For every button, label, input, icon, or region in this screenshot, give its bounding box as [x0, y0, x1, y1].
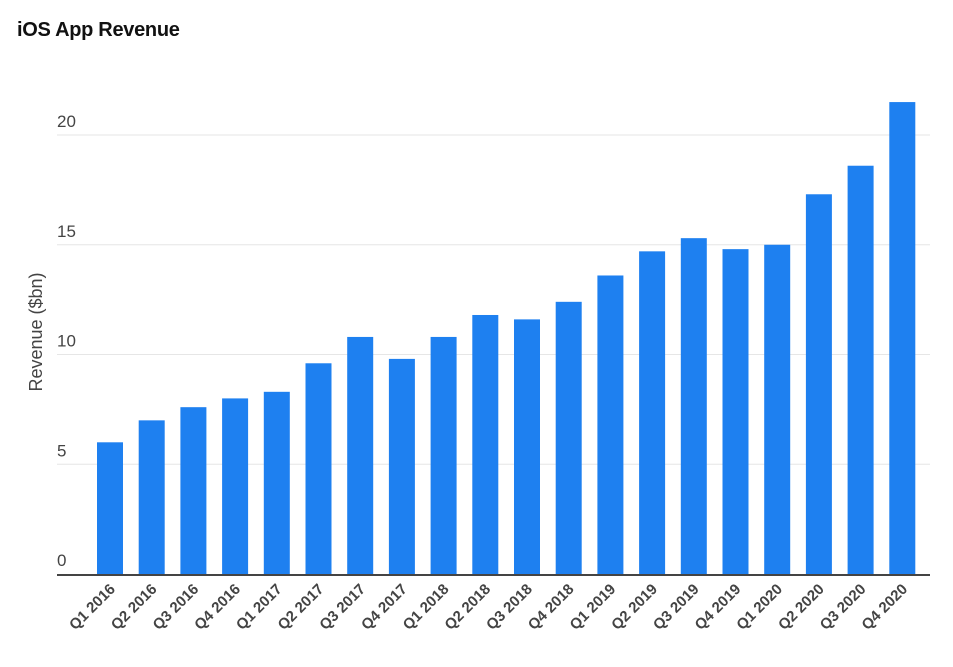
bar: [263, 391, 290, 574]
bar: [680, 238, 707, 575]
y-axis-label: Revenue ($bn): [26, 272, 46, 391]
y-tick-label: 5: [57, 441, 66, 460]
bar: [555, 301, 582, 574]
bar: [847, 165, 874, 575]
chart-title: iOS App Revenue: [17, 19, 180, 41]
bar: [805, 194, 832, 574]
bar: [472, 314, 499, 574]
bar: [180, 407, 207, 574]
y-tick-label: 10: [57, 332, 76, 351]
y-tick-label: 20: [57, 112, 76, 131]
y-tick-label: 15: [57, 222, 76, 241]
bar: [388, 358, 415, 574]
bar: [138, 420, 165, 574]
bar: [222, 398, 249, 574]
bar: [97, 442, 123, 574]
bar: [764, 244, 791, 574]
x-tick-label: Q4 2020: [858, 581, 911, 634]
bar: [639, 251, 666, 574]
bar: [889, 102, 916, 574]
bar: [430, 336, 457, 574]
bar: [722, 249, 749, 574]
bar: [514, 319, 540, 574]
bar: [305, 363, 332, 574]
bar: [597, 275, 624, 574]
y-tick-label: 0: [57, 551, 66, 570]
bar: [347, 336, 374, 574]
